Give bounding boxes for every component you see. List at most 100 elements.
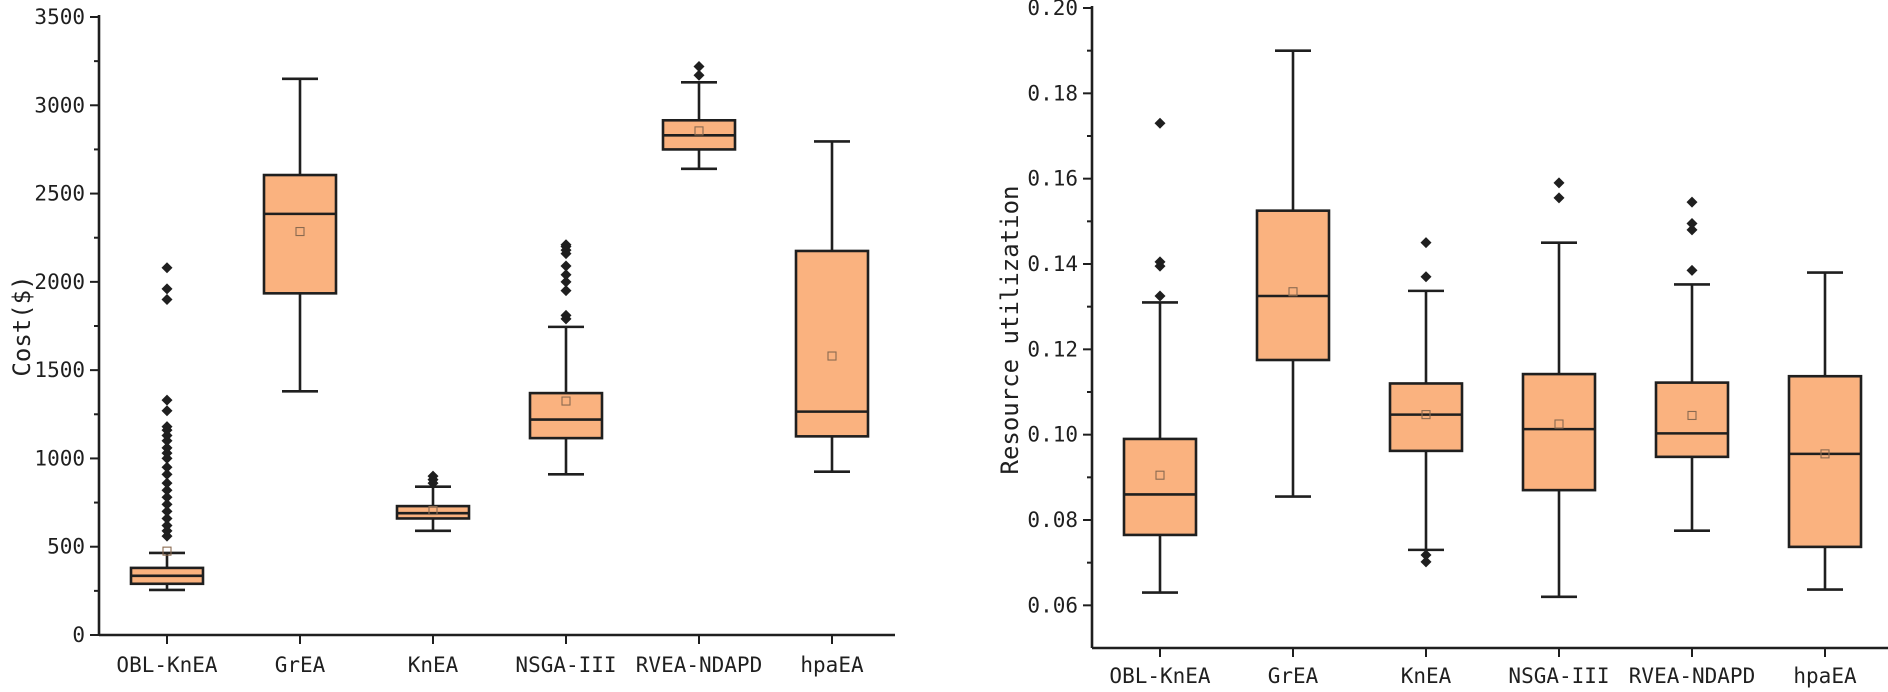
util-y-tick-label: 0.20 bbox=[1027, 0, 1078, 20]
outlier-point bbox=[1420, 237, 1432, 249]
util-y-tick-label: 0.18 bbox=[1027, 81, 1078, 105]
outlier-point bbox=[560, 260, 572, 272]
cost-category-label: KnEA bbox=[408, 653, 459, 677]
cost-category-label: hpaEA bbox=[800, 653, 864, 677]
outlier-point bbox=[1420, 556, 1432, 568]
cost-category-label: GrEA bbox=[275, 653, 326, 677]
interquartile-box bbox=[528, 391, 604, 440]
outlier-point bbox=[161, 505, 173, 517]
cost-y-axis-label: Cost($) bbox=[8, 275, 36, 376]
outlier-point bbox=[560, 285, 572, 297]
outlier-point bbox=[161, 512, 173, 524]
outlier-point bbox=[161, 421, 173, 433]
cost-y-tick-label: 3000 bbox=[34, 93, 85, 117]
cost-y-tick-label: 0 bbox=[72, 623, 85, 647]
cost-box-grea bbox=[262, 77, 338, 644]
outlier-point bbox=[1686, 217, 1698, 229]
outlier-point bbox=[693, 60, 705, 72]
util-y-tick-label: 0.16 bbox=[1027, 167, 1078, 191]
outlier-point bbox=[161, 461, 173, 473]
mean-marker bbox=[1155, 470, 1165, 480]
outlier-point bbox=[161, 491, 173, 503]
cost-boxplot-panel: 0 500 1000 1500 2000 2500 3000 3500 Cost($) OBL-K… bbox=[8, 5, 895, 677]
outlier-point bbox=[560, 276, 572, 288]
interquartile-box bbox=[1255, 209, 1331, 362]
util-y-tick-label: 0.12 bbox=[1027, 337, 1078, 361]
mean-marker bbox=[1820, 449, 1830, 459]
util-y-tick-label: 0.08 bbox=[1027, 508, 1078, 532]
cost-y-tick-label: 3500 bbox=[34, 5, 85, 29]
outlier-point bbox=[161, 394, 173, 406]
outlier-point bbox=[1686, 264, 1698, 276]
outlier-point bbox=[560, 269, 572, 281]
mean-marker bbox=[1687, 410, 1697, 421]
cost-box-obl-knea bbox=[129, 262, 205, 644]
cost-category-label: OBL-KnEA bbox=[116, 653, 218, 677]
outlier-point bbox=[427, 470, 439, 482]
cost-box-nsga-iii bbox=[528, 239, 604, 644]
mean-marker bbox=[561, 396, 571, 406]
cost-box-rvea-ndapd bbox=[661, 60, 737, 644]
util-category-label: OBL-KnEA bbox=[1109, 664, 1211, 688]
interquartile-box bbox=[1388, 382, 1464, 453]
mean-marker bbox=[694, 126, 704, 136]
util-box-grea bbox=[1255, 49, 1331, 657]
cost-y-tick-label: 2500 bbox=[34, 182, 85, 206]
outlier-point bbox=[161, 405, 173, 417]
interquartile-box bbox=[794, 249, 870, 438]
outlier-point bbox=[161, 442, 173, 454]
interquartile-box bbox=[1521, 372, 1597, 492]
util-box-knea bbox=[1388, 237, 1464, 657]
util-category-label: RVEA-NDAPD bbox=[1629, 664, 1755, 688]
util-category-label: NSGA-III bbox=[1508, 664, 1609, 688]
outlier-point bbox=[1686, 196, 1698, 208]
util-y-tick-label: 0.10 bbox=[1027, 423, 1078, 447]
util-box-nsga-iii bbox=[1521, 177, 1597, 657]
interquartile-box bbox=[262, 173, 338, 295]
outlier-point bbox=[693, 69, 705, 81]
outlier-point bbox=[161, 484, 173, 496]
interquartile-box bbox=[1122, 437, 1198, 537]
cost-category-label: RVEA-NDAPD bbox=[636, 653, 762, 677]
outlier-point bbox=[560, 239, 572, 251]
outlier-point bbox=[1553, 192, 1565, 204]
outlier-point bbox=[1154, 256, 1166, 268]
util-y-tick-label: 0.14 bbox=[1027, 252, 1078, 276]
outlier-point bbox=[161, 262, 173, 274]
util-box-hpaea bbox=[1787, 271, 1863, 657]
outlier-point bbox=[1154, 117, 1166, 129]
mean-marker bbox=[428, 505, 438, 516]
mean-marker bbox=[827, 351, 837, 361]
cost-category-label: NSGA-III bbox=[515, 653, 616, 677]
outlier-point bbox=[161, 498, 173, 510]
cost-box-knea bbox=[395, 470, 471, 644]
outlier-point bbox=[161, 477, 173, 489]
util-y-tick-label: 0.06 bbox=[1027, 593, 1078, 617]
outlier-point bbox=[1154, 290, 1166, 302]
resource-utilization-boxplot-panel: 0.06 0.08 0.10 0.12 0.14 0.16 0.18 0.20 Resource… bbox=[996, 0, 1888, 688]
mean-marker bbox=[1421, 410, 1431, 420]
cost-box-hpaea bbox=[794, 140, 870, 644]
cost-y-tick-label: 500 bbox=[47, 535, 85, 559]
outlier-point bbox=[161, 283, 173, 295]
mean-marker bbox=[1554, 419, 1564, 429]
mean-marker bbox=[1288, 287, 1298, 297]
interquartile-box bbox=[1654, 381, 1730, 459]
util-category-label: KnEA bbox=[1401, 664, 1452, 688]
outlier-point bbox=[161, 468, 173, 480]
outlier-point bbox=[560, 309, 572, 321]
util-box-obl-knea bbox=[1122, 117, 1198, 657]
outlier-point bbox=[161, 520, 173, 532]
mean-marker bbox=[295, 226, 305, 237]
outlier-point bbox=[1420, 271, 1432, 283]
outlier-point bbox=[161, 294, 173, 306]
util-box-rvea-ndapd bbox=[1654, 196, 1730, 657]
outlier-point bbox=[1686, 224, 1698, 236]
util-category-label: GrEA bbox=[1268, 664, 1319, 688]
util-y-axis-label: Resource utilization bbox=[996, 186, 1024, 475]
cost-y-tick-label: 1500 bbox=[34, 358, 85, 382]
interquartile-box bbox=[1787, 374, 1863, 549]
cost-y-tick-label: 1000 bbox=[34, 446, 85, 470]
outlier-point bbox=[1553, 177, 1565, 189]
